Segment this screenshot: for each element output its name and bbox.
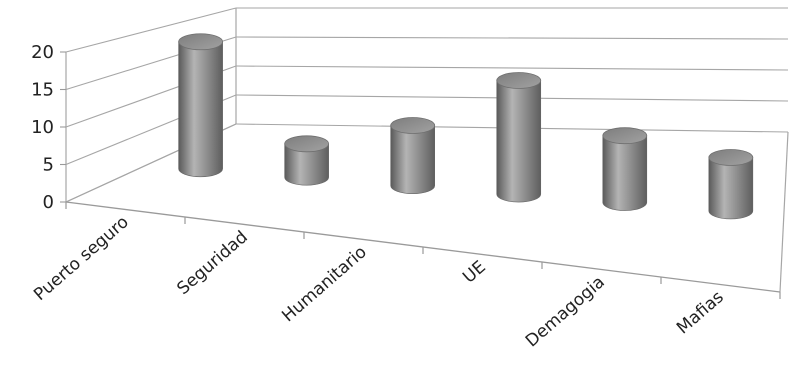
bar-cap — [178, 33, 224, 51]
x-axis-labels: Puerto seguro Seguridad Humanitario UE Demag… — [30, 212, 728, 351]
bar-cap — [708, 149, 754, 166]
bar-4 — [602, 127, 648, 211]
y-tick-label: 0 — [43, 192, 54, 213]
y-axis-ticks: 0 5 10 15 20 — [31, 42, 66, 213]
axes — [65, 201, 781, 299]
bar-2 — [390, 117, 436, 194]
x-tick-label: Humanitario — [278, 242, 371, 326]
bars — [178, 33, 754, 220]
y-tick-label: 15 — [31, 80, 54, 101]
y-tick-label: 10 — [31, 117, 54, 138]
bar-body — [496, 80, 542, 203]
bar-body — [178, 41, 223, 178]
x-tick-label: UE — [459, 257, 490, 287]
y-tick-label: 20 — [31, 42, 54, 63]
gridline-back-10 — [235, 65, 789, 71]
bar-cap — [602, 127, 648, 145]
gridline-side-20 — [65, 7, 237, 53]
bar-cap — [390, 117, 436, 134]
x-tick-label: Mafias — [673, 287, 728, 338]
bar-3 — [496, 72, 542, 203]
gridline-back-15 — [235, 36, 789, 40]
bar-body — [284, 143, 329, 186]
bar-body — [390, 125, 435, 194]
bar-0 — [178, 33, 224, 178]
bar-5 — [708, 149, 754, 220]
bar-cap — [496, 72, 542, 89]
x-tick-label: Puerto seguro — [30, 212, 133, 305]
y-tick-label: 5 — [43, 155, 54, 176]
x-tick-label: Demagogia — [522, 272, 609, 351]
bar-1 — [284, 135, 330, 186]
floor-right-edge — [779, 131, 789, 293]
x-tick-label: Seguridad — [173, 227, 251, 299]
bar-body — [602, 135, 648, 211]
bar-cap — [284, 135, 330, 153]
bar-body — [708, 157, 754, 220]
